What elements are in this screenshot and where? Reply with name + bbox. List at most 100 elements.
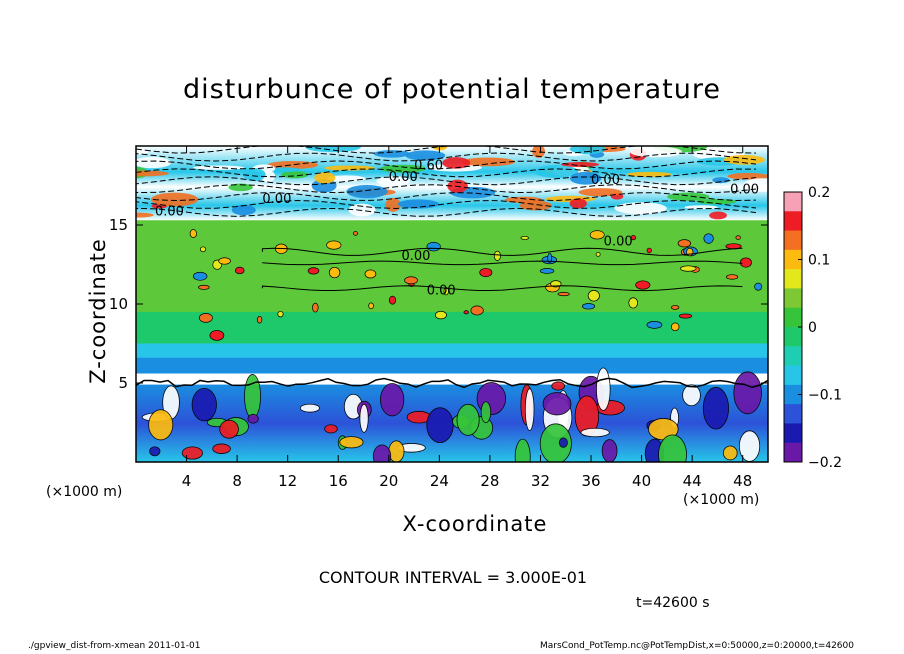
- contour-label: 0.00: [401, 249, 430, 264]
- lower-plume-blob: [456, 403, 480, 436]
- lower-plume-blob: [702, 386, 729, 430]
- lower-plume-blob: [148, 409, 174, 441]
- plot-area: 0.600.000.000.000.000.000.000.000.00: [136, 146, 768, 462]
- lower-plume-blob: [733, 371, 762, 415]
- upper-layer-blob: [560, 162, 600, 168]
- colorbar-segment: [784, 249, 802, 270]
- upper-layer-blob: [743, 178, 768, 192]
- lower-plume-blob: [149, 446, 161, 457]
- mid-contour-line: [261, 247, 743, 256]
- mid-layer-patch: [200, 246, 207, 253]
- lower-plume-blob: [244, 374, 261, 419]
- mid-layer-patch: [326, 240, 342, 250]
- mid-layer-patch: [628, 297, 638, 309]
- mid-layer-patch: [754, 282, 763, 291]
- mid-layer-patch: [726, 274, 739, 280]
- contour-label: 0.00: [730, 182, 759, 197]
- boundary-contour-line: [136, 377, 768, 389]
- mid-layer-patch: [735, 235, 741, 240]
- mid-layer-patch: [364, 269, 377, 279]
- lower-plume-blob: [359, 403, 369, 433]
- upper-contour-line: [136, 160, 757, 170]
- mid-layer-patch: [547, 252, 553, 264]
- x-axis-unit-left: (×1000 m): [46, 484, 123, 500]
- upper-layer-blob: [136, 212, 154, 218]
- lower-plume-blob: [299, 403, 320, 413]
- upper-layer-blob: [709, 211, 727, 220]
- mid-layer-patch: [678, 313, 693, 319]
- upper-layer-blob: [346, 184, 388, 199]
- upper-layer-blob: [376, 176, 411, 186]
- upper-layer-blob: [324, 165, 375, 171]
- colorbar-segment: [784, 211, 802, 232]
- chart-title: disturbunce of potential temperature: [183, 74, 721, 105]
- contour-label: 0.00: [262, 192, 291, 207]
- upper-layer-blob: [280, 171, 309, 179]
- lower-plume-blob: [339, 436, 364, 449]
- upper-layer-blob: [578, 188, 623, 197]
- mid-layer-patch: [218, 257, 231, 265]
- upper-layer-blob: [243, 168, 266, 182]
- mid-layer-patch: [470, 305, 484, 316]
- upper-contour-line: [136, 152, 757, 162]
- colorbar-tick-label: −0.1: [808, 388, 842, 404]
- colorbar-segment: [784, 365, 802, 386]
- mid-layer-patch: [670, 305, 680, 310]
- colorbar-segment: [784, 230, 802, 251]
- mid-layer-patch: [646, 247, 652, 254]
- contour-label: 0.00: [427, 284, 456, 299]
- upper-layer-blob: [614, 202, 667, 215]
- x-axis-unit-right: (×1000 m): [683, 492, 760, 508]
- mid-layer-patch: [312, 302, 319, 313]
- contour-label: 0.00: [155, 205, 184, 220]
- mid-layer-patch: [595, 252, 601, 257]
- upper-layer-blob: [136, 156, 172, 169]
- mid-layer-patch: [680, 265, 697, 272]
- mid-layer-patch: [739, 257, 752, 268]
- lower-plume-blob: [551, 381, 566, 391]
- mid-layer-patch: [703, 233, 714, 244]
- upper-layer-blob: [228, 183, 253, 192]
- lower-plume-blob: [514, 438, 531, 462]
- time-text: t=42600 s: [636, 595, 710, 611]
- colorbar-tick-label: −0.2: [808, 455, 842, 471]
- x-tick-label: 24: [430, 472, 449, 490]
- lower-plume-blob: [524, 388, 535, 431]
- mid-layer-patch: [198, 284, 210, 290]
- mid-layer-patch: [557, 291, 570, 297]
- contour-label: 0.00: [604, 235, 633, 250]
- field-band-blue: [136, 357, 768, 374]
- mid-layer-patch: [581, 303, 596, 310]
- mid-layer-patch: [352, 231, 359, 236]
- lower-plume-blob: [388, 440, 405, 462]
- upper-layer-blob: [569, 171, 602, 185]
- upper-layer-blob: [405, 150, 446, 161]
- lower-plume-blob: [191, 387, 217, 422]
- mid-contour-line: [261, 285, 743, 292]
- lower-plume-blob: [558, 437, 568, 448]
- upper-contour-line: [136, 192, 757, 202]
- upper-layer-blob: [314, 172, 336, 184]
- upper-layer-blob: [569, 198, 587, 209]
- contour-label: 0.00: [389, 170, 418, 185]
- contour-label: 0.00: [591, 173, 620, 188]
- upper-layer-blob: [380, 164, 427, 173]
- mid-layer-patch: [630, 235, 637, 241]
- upper-contour-line: [136, 184, 757, 194]
- field-band-teal: [136, 311, 768, 344]
- upper-layer-blob: [461, 157, 516, 167]
- upper-contour-line: [136, 146, 757, 154]
- colorbar: 0.2 0.1 0 −0.1 −0.2: [783, 185, 842, 471]
- x-tick-label: 44: [683, 472, 702, 490]
- x-axis-label: X-coordinate: [402, 512, 548, 536]
- colorbar-segment: [784, 327, 802, 347]
- mid-layer-patch: [587, 290, 600, 302]
- colorbar-segment: [784, 442, 802, 463]
- y-tick-label: 5: [118, 374, 128, 392]
- mid-layer-patch: [388, 295, 397, 305]
- mid-layer-patch: [234, 266, 245, 275]
- footer-right-text: MarsCond_PotTemp.nc@PotTempDist,x=0:5000…: [540, 641, 854, 651]
- x-tick-label: 20: [379, 472, 398, 490]
- mid-layer-patch: [677, 239, 692, 248]
